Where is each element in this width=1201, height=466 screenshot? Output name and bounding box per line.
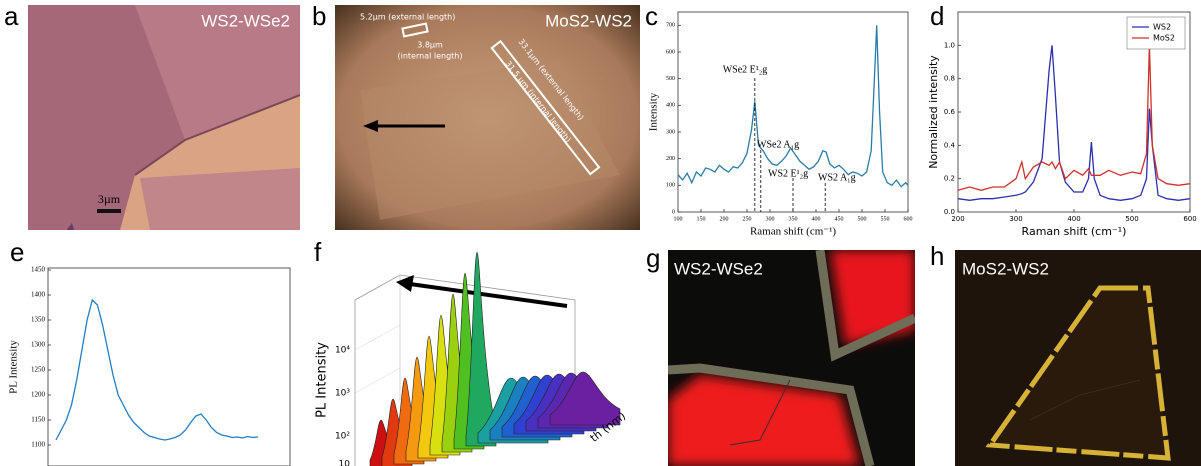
panel-label: f: [314, 237, 322, 267]
y-axis-label: PL Intensity: [8, 340, 20, 394]
data-line: [55, 298, 259, 441]
annotation: WS2 A₁g: [818, 172, 856, 183]
data-line: [957, 45, 1191, 191]
x-tick-label: 200: [720, 216, 729, 222]
image-title: WS2-WSe2: [674, 259, 763, 278]
y-tick-label: 10²: [335, 432, 350, 442]
y-axis-label: Normalized intensity: [927, 55, 940, 169]
legend-box: [1126, 16, 1186, 50]
y-tick-label: 100: [666, 183, 675, 189]
micrograph-h: [955, 250, 1201, 466]
x-axis-label: Raman shift (cm⁻¹): [750, 226, 836, 238]
x-tick-label: 150: [697, 216, 706, 222]
x-tick-label: 250: [743, 216, 752, 222]
y-axis-label: PL Intensity: [315, 342, 330, 418]
image-title: WS2-WSe2: [201, 11, 290, 30]
waterfall-trace: [549, 371, 621, 426]
y-tick-label: 10³: [335, 389, 350, 399]
y-tick-label: 10⁴: [335, 346, 350, 356]
y-tick-label: 700: [666, 23, 675, 29]
x-axis-label: Raman shift (cm⁻¹): [1022, 225, 1127, 238]
waterfall-trace: [465, 251, 497, 447]
x-tick-label: 300: [766, 216, 775, 222]
annotation: WSe2 E¹₂g: [723, 64, 768, 75]
y-tick-label: 1300: [31, 341, 46, 349]
plot-frame: [47, 267, 291, 466]
y-tick-label: 10: [339, 460, 351, 466]
x-tick-label: 300: [1009, 215, 1022, 223]
x-tick-label: 450: [835, 216, 844, 222]
data-line: [957, 45, 1191, 201]
panel-label: g: [646, 243, 660, 273]
x-tick-label: 350: [789, 216, 798, 222]
panel-label: a: [4, 1, 19, 31]
y-tick-label: 600: [666, 49, 675, 55]
y-tick-label: 0.2: [944, 175, 955, 183]
x-tick-label: 500: [1125, 215, 1138, 223]
x-tick-label: 200: [951, 215, 964, 223]
y-tick-label: 1200: [31, 391, 46, 399]
micrograph-g: [668, 250, 915, 466]
y-tick-label: 1350: [31, 316, 46, 324]
x-tick-label: 400: [1067, 215, 1080, 223]
x-tick-label: 600: [1183, 215, 1196, 223]
y-tick-label: 0.0: [944, 208, 955, 216]
y-axis-label: Intensity: [648, 92, 660, 131]
waterfall-plot: [354, 251, 621, 466]
y-tick-label: 1100: [31, 441, 45, 449]
y-tick-label: 0.4: [944, 141, 956, 149]
y-tick-label: 1400: [31, 291, 46, 299]
panel-label: e: [10, 237, 24, 267]
micrograph-b: [335, 5, 640, 230]
image-title: MoS2-WS2: [545, 11, 632, 30]
panel-label: c: [645, 1, 658, 31]
y-tick-label: 300: [666, 129, 675, 135]
panel-label: b: [312, 1, 326, 31]
image-annotation: 5.2µm (external length): [360, 13, 455, 22]
panel-label: d: [930, 1, 944, 31]
legend-label: MoS2: [1153, 34, 1175, 43]
y-tick-label: 0.6: [944, 108, 956, 116]
y-tick-label: 1250: [31, 366, 46, 374]
micrograph-a: [28, 5, 300, 230]
x-tick-label: 600: [904, 216, 913, 222]
y-tick-label: 0: [672, 209, 675, 215]
y-tick-label: 200: [666, 156, 675, 162]
annotation: WS2 E¹₂g: [768, 168, 808, 179]
data-line: [677, 25, 909, 188]
x-tick-label: 400: [812, 216, 821, 222]
image-annotation: 3.8µm: [417, 41, 443, 50]
y-tick-label: 1.0: [944, 41, 955, 49]
x-tick-label: 500: [858, 216, 867, 222]
image-annotation: (internal length): [398, 52, 463, 61]
y-tick-label: 1450: [31, 266, 46, 274]
y-tick-label: 400: [666, 103, 675, 109]
scale-bar-label: 3µm: [98, 192, 121, 206]
image-title: MoS2-WS2: [962, 259, 1049, 278]
y-tick-label: 500: [666, 76, 675, 82]
panel-label: h: [930, 241, 944, 271]
x-tick-label: 550: [881, 216, 890, 222]
y-tick-label: 0.8: [944, 75, 955, 83]
y-tick-label: 1150: [31, 416, 45, 424]
x-tick-label: 100: [674, 216, 683, 222]
annotation: WSe2 A₁g: [757, 139, 799, 150]
legend-label: WS2: [1153, 23, 1171, 32]
